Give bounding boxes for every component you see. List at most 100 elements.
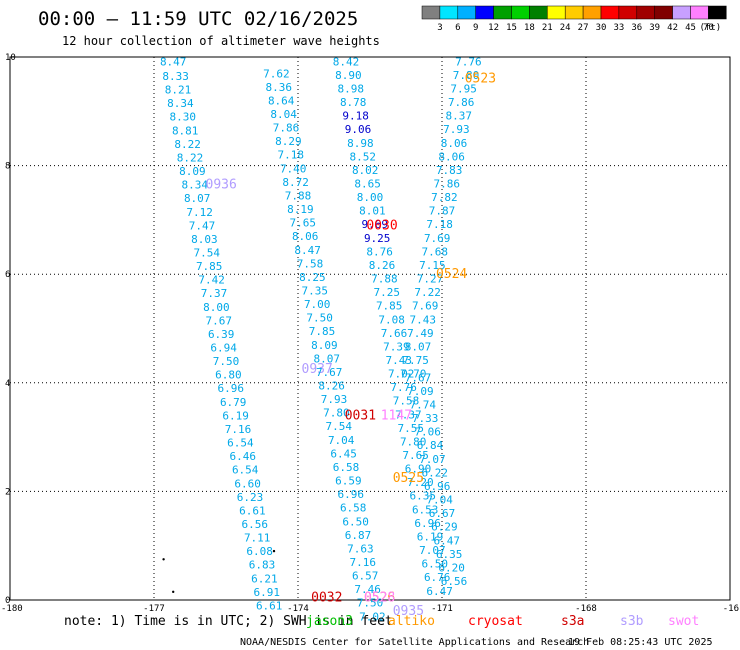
wave-height-label: 7.93 [321, 393, 348, 406]
wave-height-label: 7.18 [426, 218, 453, 231]
wave-height-label: 6.76 [424, 571, 451, 584]
wave-height-label: 7.69 [424, 232, 451, 245]
wave-height-label: 8.22 [177, 151, 204, 164]
pass-time-label: 0937 [302, 362, 333, 377]
wave-height-label: 8.00 [357, 191, 384, 204]
wave-height-label: 7.58 [393, 395, 420, 408]
colorbar-label: 15 [506, 23, 517, 33]
colorbar-label: 30 [596, 23, 607, 33]
wave-height-label: 6.58 [340, 502, 367, 515]
colorbar-label: 3 [437, 23, 442, 33]
wave-height-label: 6.96 [424, 480, 451, 493]
wave-height-label: 7.67 [405, 371, 432, 384]
colorbar-swatch [493, 5, 512, 20]
pass-time-label: 0031 [345, 408, 376, 423]
wave-height-label: 6.46 [230, 450, 257, 463]
wave-height-label: 7.43 [386, 354, 413, 367]
colorbar-label: 42 [667, 23, 678, 33]
wave-height-label: 7.02 [388, 368, 415, 381]
wave-height-label: 8.03 [191, 233, 218, 246]
x-tick-label: -16 [723, 604, 739, 614]
pass-time-label: 0523 [465, 72, 496, 87]
wave-height-label: 7.16 [225, 423, 252, 436]
wave-height-label: 6.61 [256, 599, 283, 612]
wave-height-label: 7.80 [453, 69, 480, 82]
wave-height-label: 6.79 [220, 396, 247, 409]
wave-height-label: 7.86 [448, 96, 475, 109]
wave-height-label: 7.54 [194, 246, 221, 259]
wave-height-label: 8.90 [335, 69, 362, 82]
wave-height-label: 6.94 [210, 342, 237, 355]
wave-height-label: 7.33 [412, 412, 439, 425]
wave-height-label: 8.04 [270, 108, 297, 121]
wave-height-label: 7.70 [400, 368, 427, 381]
wave-height-label: 7.85 [196, 260, 223, 273]
wave-height-label: 6.60 [234, 477, 261, 490]
wave-height-label: 8.47 [160, 55, 187, 68]
credit-line: NOAA/NESDIS Center for Satellite Applica… [240, 637, 589, 648]
wave-height-label: 7.47 [189, 219, 216, 232]
wave-height-label: 6.56 [242, 518, 269, 531]
y-tick-label: 8 [5, 162, 10, 172]
wave-height-label: 8.37 [446, 110, 473, 123]
wave-height-label: 7.63 [347, 542, 374, 555]
wave-height-label: 8.07 [405, 340, 432, 353]
wave-height-label: 7.15 [419, 259, 446, 272]
wave-height-label: 6.83 [249, 559, 276, 572]
wave-height-label: 6.47 [434, 534, 461, 547]
wave-height-label: 6.96 [218, 382, 245, 395]
wave-height-label: 7.85 [309, 325, 336, 338]
colorbar-swatch [439, 5, 459, 20]
wave-height-label: 6.59 [335, 475, 362, 488]
colorbar-swatch [564, 5, 584, 20]
pass-time-label: 0936 [206, 178, 237, 193]
wave-height-label: 7.18 [278, 149, 305, 162]
wave-height-label: 6.96 [338, 488, 365, 501]
wave-height-label: 7.25 [374, 286, 401, 299]
wave-height-label: 6.84 [417, 439, 444, 452]
wave-height-label: 7.76 [390, 381, 417, 394]
wave-height-label: 8.30 [170, 111, 197, 124]
colorbar-label: 6 [455, 23, 460, 33]
wave-height-label: 8.52 [350, 150, 377, 163]
wave-height-label: 7.65 [402, 449, 429, 462]
wave-height-label: 7.80 [323, 407, 350, 420]
data-point [272, 549, 276, 553]
colorbar-label: 27 [578, 23, 589, 33]
wave-height-label: 6.21 [251, 572, 278, 585]
colorbar-swatch [529, 5, 548, 20]
wave-height-label: 8.98 [338, 82, 365, 95]
wave-height-label: 7.04 [426, 494, 453, 507]
legend-swot: swot [668, 614, 699, 629]
wave-height-label: 8.81 [172, 124, 199, 137]
y-tick-label: 10 [5, 53, 16, 63]
x-tick-label: -168 [575, 604, 597, 614]
wave-height-label: 8.06 [292, 230, 319, 243]
wave-height-label: 8.64 [268, 94, 295, 107]
pass-time-label: 0525 [393, 471, 424, 486]
page-subtitle: 12 hour collection of altimeter wave hei… [62, 34, 380, 48]
pass-time-label: 1147 [381, 408, 412, 423]
legend-s3a: s3a [561, 614, 584, 629]
x-tick-label: -174 [287, 604, 309, 614]
pass-time-label: 0935 [393, 604, 424, 619]
wave-height-label: 7.40 [280, 162, 307, 175]
colorbar-label: 18 [524, 23, 535, 33]
colorbar-swatch [582, 5, 602, 20]
wave-height-label: 8.65 [354, 178, 381, 191]
wave-height-label: 6.45 [330, 447, 357, 460]
wave-height-label: 7.20 [407, 476, 434, 489]
wave-height-label: 6.23 [237, 491, 264, 504]
y-tick-label: 6 [5, 270, 10, 280]
wave-height-label: 7.85 [376, 300, 403, 313]
wave-height-label: 8.06 [441, 137, 468, 150]
wave-height-label: 7.66 [381, 327, 408, 340]
wave-height-label: 6.91 [254, 586, 281, 599]
legend-cryosat: cryosat [468, 614, 523, 629]
wave-height-label: 7.22 [414, 286, 441, 299]
wave-height-label: 8.26 [369, 259, 396, 272]
wave-height-label: 7.55 [398, 422, 425, 435]
wave-height-label: 7.67 [206, 314, 233, 327]
wave-height-label: 7.12 [186, 206, 213, 219]
wave-height-label: 6.22 [422, 466, 449, 479]
